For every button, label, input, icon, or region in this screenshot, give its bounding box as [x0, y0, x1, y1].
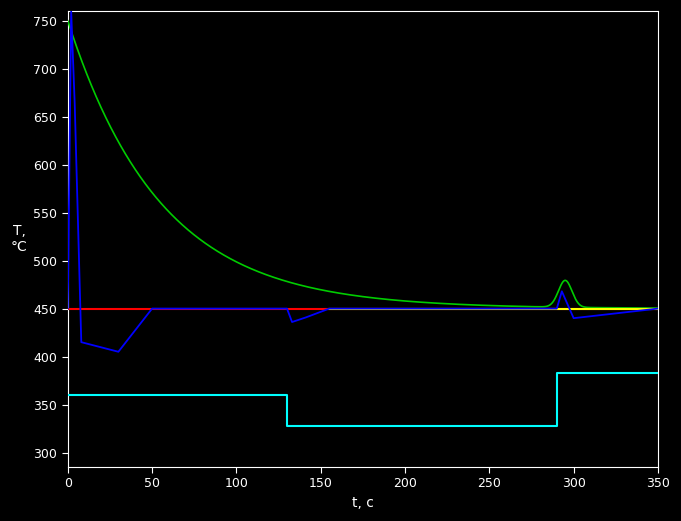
X-axis label: t, c: t, c: [352, 496, 374, 510]
Y-axis label: T,
°C: T, °C: [11, 224, 28, 254]
